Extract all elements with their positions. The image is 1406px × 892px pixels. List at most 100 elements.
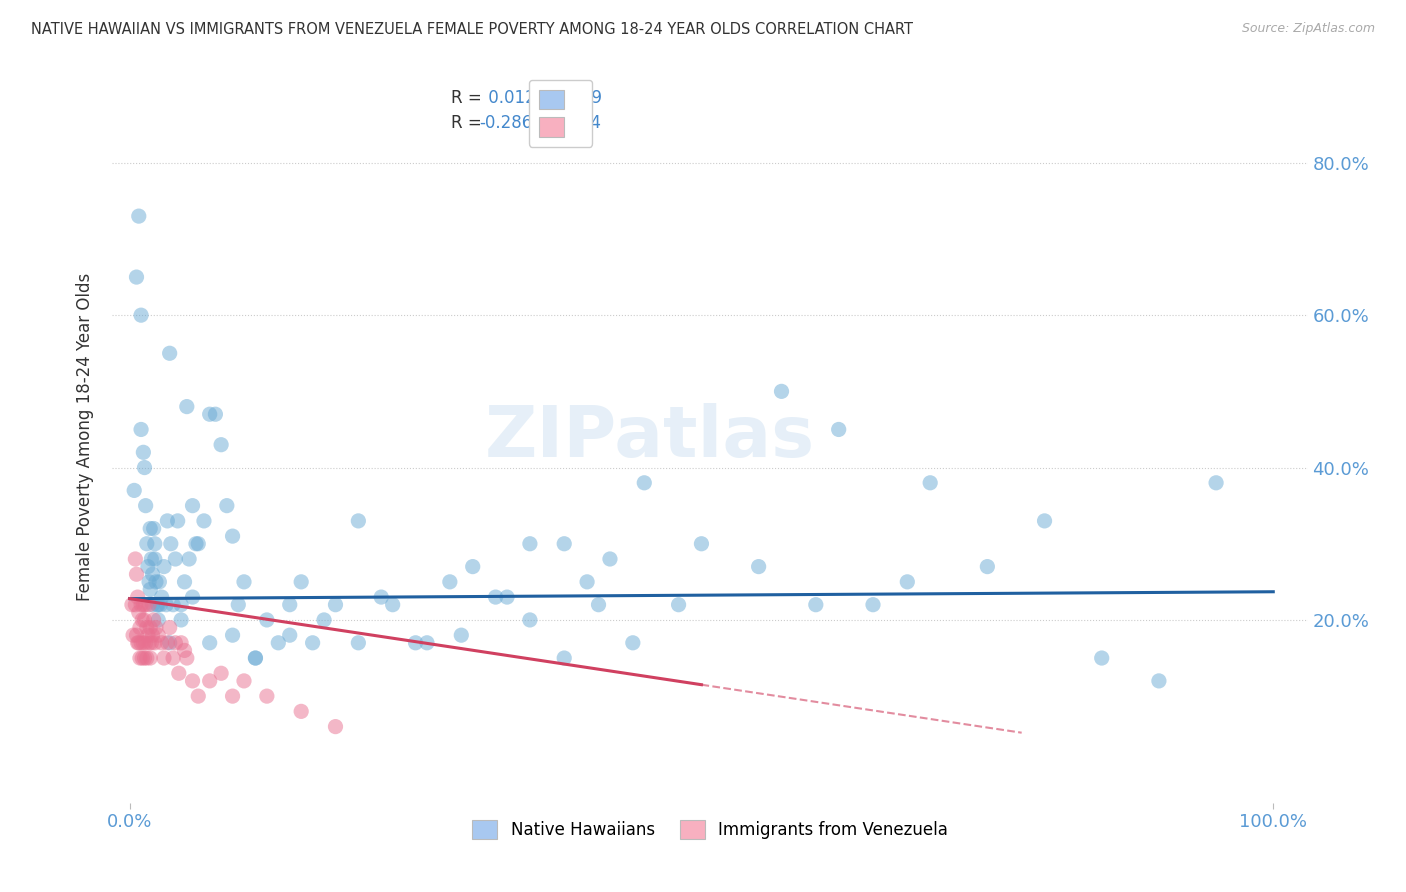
Point bbox=[267, 636, 290, 650]
Point bbox=[198, 636, 221, 650]
Point bbox=[381, 598, 404, 612]
Point bbox=[221, 689, 243, 703]
Point bbox=[588, 598, 610, 612]
Point bbox=[162, 651, 184, 665]
Point bbox=[461, 559, 484, 574]
Point bbox=[139, 651, 162, 665]
Point bbox=[862, 598, 884, 612]
Point bbox=[129, 636, 152, 650]
Point bbox=[278, 628, 301, 642]
Point bbox=[209, 438, 232, 452]
Point bbox=[920, 475, 942, 490]
Point bbox=[128, 209, 150, 223]
Point bbox=[496, 590, 519, 604]
Point bbox=[156, 636, 179, 650]
Point bbox=[159, 636, 181, 650]
Point bbox=[312, 613, 335, 627]
Point bbox=[138, 598, 160, 612]
Point bbox=[690, 537, 713, 551]
Point bbox=[633, 475, 655, 490]
Point bbox=[165, 636, 187, 650]
Point bbox=[221, 628, 243, 642]
Point bbox=[204, 407, 226, 421]
Point bbox=[150, 590, 173, 604]
Point bbox=[131, 651, 153, 665]
Point bbox=[145, 621, 167, 635]
Point bbox=[148, 598, 170, 612]
Point bbox=[347, 514, 370, 528]
Text: ZIPatlas: ZIPatlas bbox=[485, 402, 815, 472]
Point bbox=[167, 666, 190, 681]
Point bbox=[245, 651, 267, 665]
Point bbox=[125, 628, 148, 642]
Point bbox=[136, 628, 159, 642]
Point bbox=[141, 598, 163, 612]
Point bbox=[187, 689, 209, 703]
Point bbox=[122, 483, 145, 498]
Point bbox=[134, 460, 156, 475]
Text: N =: N = bbox=[554, 89, 592, 107]
Point bbox=[519, 613, 541, 627]
Point bbox=[128, 636, 150, 650]
Legend: Native Hawaiians, Immigrants from Venezuela: Native Hawaiians, Immigrants from Venezu… bbox=[465, 814, 955, 846]
Point bbox=[135, 598, 157, 612]
Point bbox=[127, 636, 149, 650]
Point bbox=[256, 613, 278, 627]
Text: N =: N = bbox=[554, 114, 592, 132]
Point bbox=[170, 598, 193, 612]
Point bbox=[416, 636, 439, 650]
Point bbox=[193, 514, 215, 528]
Point bbox=[553, 537, 575, 551]
Text: 54: 54 bbox=[581, 114, 602, 132]
Point bbox=[159, 537, 181, 551]
Point bbox=[125, 567, 148, 582]
Point bbox=[143, 636, 166, 650]
Point bbox=[198, 673, 221, 688]
Point bbox=[127, 590, 149, 604]
Point bbox=[181, 673, 204, 688]
Point bbox=[173, 643, 195, 657]
Point bbox=[215, 499, 238, 513]
Point bbox=[125, 270, 148, 285]
Point bbox=[132, 598, 155, 612]
Point bbox=[165, 552, 187, 566]
Point bbox=[149, 598, 172, 612]
Text: Source: ZipAtlas.com: Source: ZipAtlas.com bbox=[1241, 22, 1375, 36]
Point bbox=[325, 598, 347, 612]
Point bbox=[176, 400, 198, 414]
Point bbox=[142, 521, 165, 535]
Point bbox=[599, 552, 621, 566]
Point bbox=[1091, 651, 1114, 665]
Point bbox=[128, 605, 150, 619]
Point bbox=[122, 628, 145, 642]
Point bbox=[1033, 514, 1056, 528]
Point bbox=[135, 621, 157, 635]
Point bbox=[135, 499, 157, 513]
Point bbox=[290, 574, 312, 589]
Text: R =: R = bbox=[451, 114, 486, 132]
Point bbox=[143, 537, 166, 551]
Point bbox=[129, 621, 152, 635]
Point bbox=[141, 628, 163, 642]
Point bbox=[135, 651, 157, 665]
Point bbox=[141, 567, 163, 582]
Point bbox=[278, 598, 301, 612]
Point bbox=[621, 636, 644, 650]
Point bbox=[136, 559, 159, 574]
Point bbox=[134, 651, 156, 665]
Y-axis label: Female Poverty Among 18-24 Year Olds: Female Poverty Among 18-24 Year Olds bbox=[76, 273, 94, 601]
Point bbox=[450, 628, 472, 642]
Point bbox=[553, 651, 575, 665]
Text: 99: 99 bbox=[581, 89, 602, 107]
Point bbox=[156, 514, 179, 528]
Point bbox=[132, 445, 155, 459]
Point bbox=[828, 422, 851, 436]
Point bbox=[748, 559, 770, 574]
Point bbox=[976, 559, 998, 574]
Point bbox=[233, 673, 256, 688]
Point bbox=[143, 552, 166, 566]
Point bbox=[129, 308, 152, 322]
Point bbox=[226, 598, 249, 612]
Point bbox=[896, 574, 918, 589]
Point bbox=[439, 574, 461, 589]
